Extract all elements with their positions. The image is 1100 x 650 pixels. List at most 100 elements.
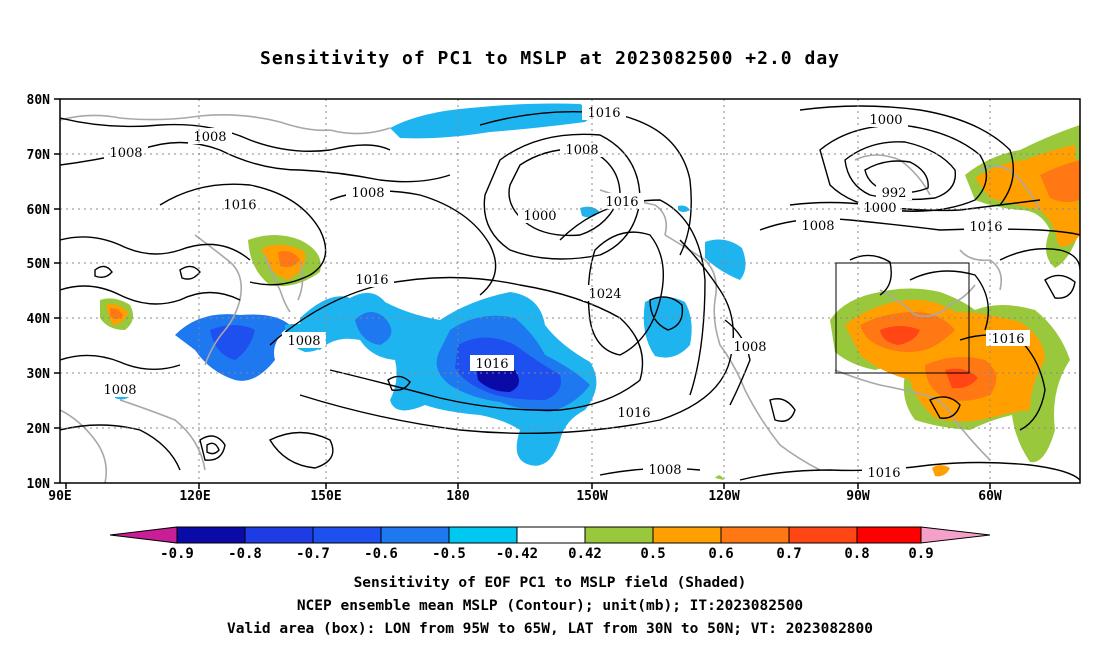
colorbar-segment [176, 526, 246, 544]
colorbar-label: 0.5 [640, 546, 665, 562]
contour-label: 1016 [350, 271, 394, 288]
colorbar-segment [652, 526, 722, 544]
colorbar-label: -0.6 [364, 546, 398, 562]
svg-text:1008: 1008 [801, 219, 834, 234]
x-tick-label: 150E [310, 489, 341, 504]
colorbar-label: -0.5 [432, 546, 466, 562]
colorbar-segment [920, 526, 991, 544]
x-tick-label: 90E [48, 489, 71, 504]
svg-text:1016: 1016 [991, 332, 1024, 347]
colorbar-segment [856, 526, 922, 544]
colorbar-segment [516, 526, 586, 544]
axis-ticks [54, 98, 991, 489]
caption-contour: NCEP ensemble mean MSLP (Contour); unit(… [296, 598, 804, 614]
contour-label: 1016 [612, 404, 656, 421]
colorbar-segment [788, 526, 858, 544]
x-tick-label: 150W [576, 489, 607, 504]
contour-label: 1008 [643, 461, 687, 478]
svg-text:1000: 1000 [863, 201, 896, 216]
neg-region-alaska [705, 239, 746, 280]
map-frame [59, 98, 1081, 484]
svg-text:992: 992 [882, 186, 907, 201]
colorbar-segment [244, 526, 314, 544]
x-tick-label: 120E [179, 489, 210, 504]
svg-text:1008: 1008 [351, 186, 384, 201]
coastlines [60, 114, 1041, 483]
contour-label: 1016 [218, 196, 262, 213]
svg-text:1016: 1016 [969, 220, 1002, 235]
caption-shading: Sensitivity of EOF PC1 to MSLP field (Sh… [353, 575, 747, 591]
y-tick-label: 50N [27, 257, 51, 272]
svg-text:1008: 1008 [287, 334, 320, 349]
svg-text:1008: 1008 [103, 383, 136, 398]
svg-text:1000: 1000 [523, 209, 556, 224]
colorbar-label: 0.9 [908, 546, 933, 562]
contour-labels: 1008 1008 1016 1008 1016 1008 1016 1000 … [98, 104, 1030, 481]
x-tick-label: 90W [846, 489, 870, 504]
colorbar: -0.9 -0.8 -0.7 -0.6 -0.5 -0.42 0.42 0.5 … [109, 526, 991, 562]
grid-lines [60, 99, 1080, 483]
colorbar-label: -0.42 [496, 546, 538, 562]
contour-label: 1016 [470, 355, 514, 372]
colorbar-segment [312, 526, 382, 544]
pos-region-atl-small [932, 465, 950, 477]
contour-label: 1016 [600, 193, 644, 210]
svg-text:1000: 1000 [869, 113, 902, 128]
colorbar-label: 0.7 [776, 546, 801, 562]
contour-label: 1000 [864, 111, 908, 128]
y-axis-labels: 80N 70N 60N 50N 40N 30N 20N 10N [27, 93, 51, 492]
colorbar-label: -0.9 [160, 546, 194, 562]
contour-label: 1008 [560, 141, 604, 158]
y-tick-label: 80N [27, 93, 51, 108]
contour-label: 1016 [582, 104, 626, 121]
contour-label: 1016 [964, 218, 1008, 235]
valid-area-box [835, 262, 970, 374]
x-tick-label: 180 [446, 489, 470, 504]
y-tick-label: 60N [27, 203, 51, 218]
svg-text:1008: 1008 [565, 143, 598, 158]
svg-text:1008: 1008 [193, 130, 226, 145]
colorbar-segment [109, 526, 178, 544]
contour-label: 992 [876, 184, 912, 201]
pos-region-atl-green [715, 475, 724, 480]
colorbar-segment [380, 526, 450, 544]
contour-label: 1008 [282, 332, 326, 349]
contour-label: 1016 [862, 464, 906, 481]
y-tick-label: 30N [27, 367, 51, 382]
x-tick-label: 120W [708, 489, 739, 504]
svg-text:1016: 1016 [617, 406, 650, 421]
contour-label: 1016 [986, 330, 1030, 347]
y-tick-label: 10N [27, 477, 51, 492]
svg-text:1016: 1016 [223, 198, 256, 213]
contour-label: 1008 [346, 184, 390, 201]
colorbar-segment [584, 526, 654, 544]
colorbar-segment [448, 526, 518, 544]
svg-text:1016: 1016 [587, 106, 620, 121]
contour-label: 1008 [98, 381, 142, 398]
svg-text:1008: 1008 [733, 340, 766, 355]
colorbar-label: -0.7 [296, 546, 330, 562]
neg-region-arctic [390, 103, 592, 139]
y-tick-label: 40N [27, 312, 51, 327]
x-axis-labels: 90E 120E 150E 180 150W 120W 90W 60W [48, 489, 1002, 504]
svg-text:1008: 1008 [648, 463, 681, 478]
pos-region-greenland-red [1040, 160, 1080, 203]
chart-title: Sensitivity of PC1 to MSLP at 2023082500… [259, 48, 840, 69]
contour-label: 1000 [518, 207, 562, 224]
colorbar-label: 0.8 [844, 546, 869, 562]
svg-text:1024: 1024 [588, 287, 621, 302]
colorbar-label: -0.8 [228, 546, 262, 562]
x-tick-label: 60W [978, 489, 1002, 504]
svg-text:1016: 1016 [355, 273, 388, 288]
contour-label: 1008 [188, 128, 232, 145]
contour-label: 1008 [796, 217, 840, 234]
colorbar-segment [720, 526, 790, 544]
colorbar-label: 0.6 [708, 546, 733, 562]
contour-label: 1008 [728, 338, 772, 355]
svg-text:1016: 1016 [475, 357, 508, 372]
svg-text:1016: 1016 [867, 466, 900, 481]
contour-label: 1000 [858, 199, 902, 216]
y-tick-label: 70N [27, 148, 51, 163]
contour-label: 1024 [583, 285, 627, 302]
